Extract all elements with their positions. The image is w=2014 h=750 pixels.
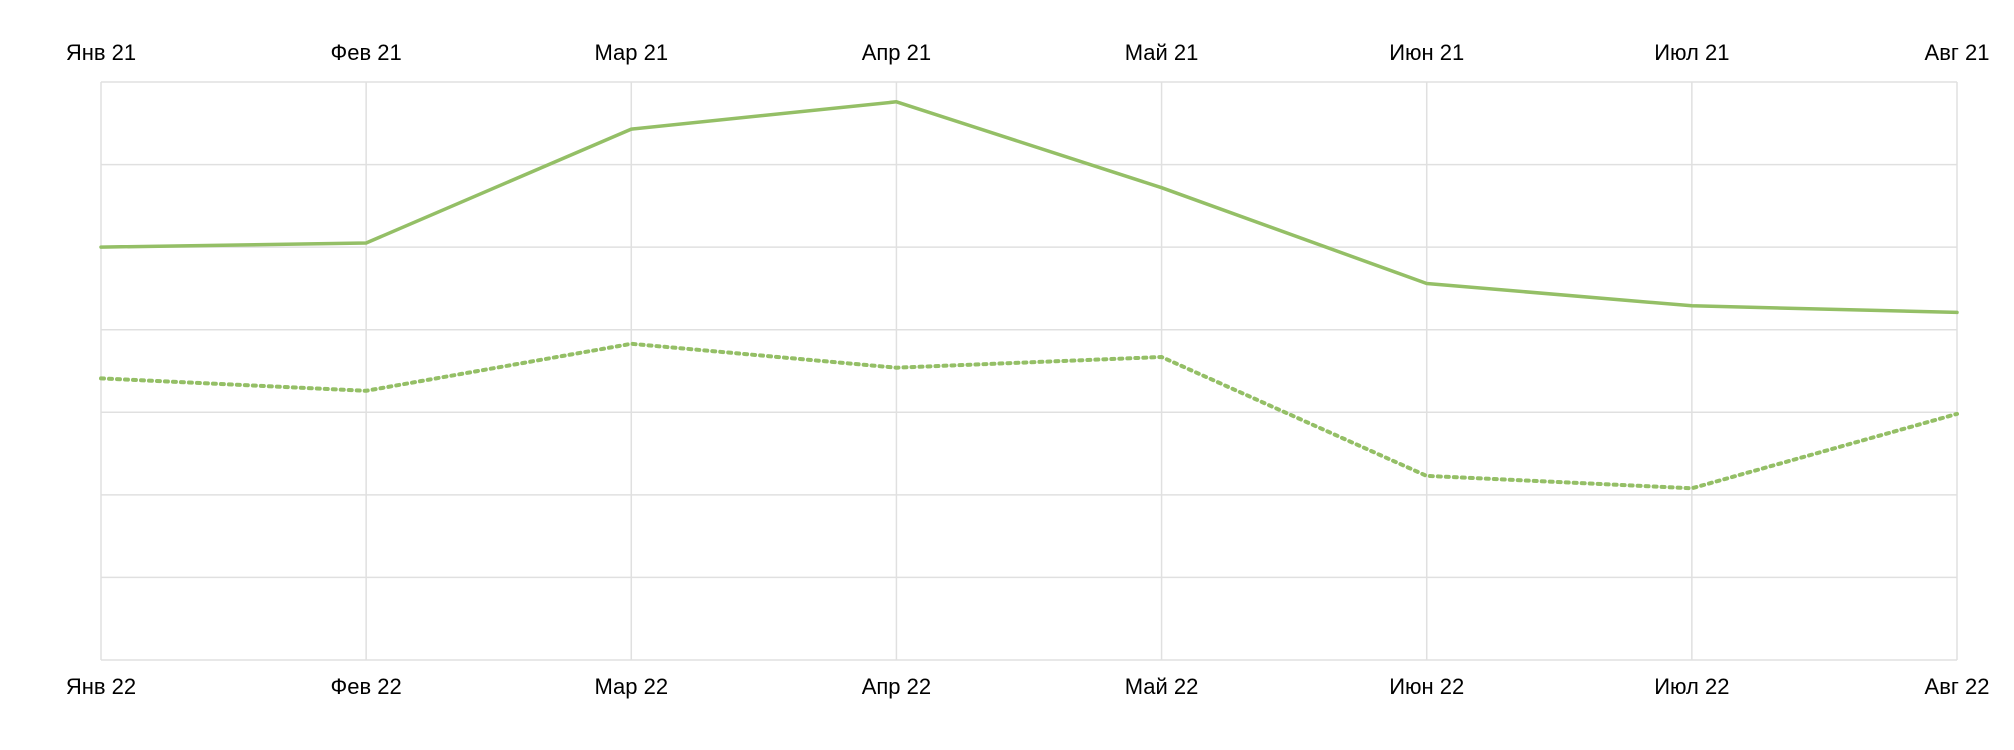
series-line-dotted-22 bbox=[99, 341, 1959, 491]
bottom-tick-label: Июн 22 bbox=[1389, 674, 1464, 699]
bottom-tick-label: Апр 22 bbox=[862, 674, 931, 699]
bottom-tick-label: Июл 22 bbox=[1654, 674, 1729, 699]
top-tick-label: Авг 21 bbox=[1925, 40, 1990, 65]
series-layer bbox=[99, 100, 1959, 491]
top-tick-label: Май 21 bbox=[1125, 40, 1199, 65]
bottom-tick-label: Фев 22 bbox=[331, 674, 402, 699]
top-tick-label: Апр 21 bbox=[862, 40, 931, 65]
bottom-tick-label: Авг 22 bbox=[1925, 674, 1990, 699]
top-tick-label: Июл 21 bbox=[1654, 40, 1729, 65]
top-tick-label: Мар 21 bbox=[594, 40, 668, 65]
bottom-tick-label: Янв 22 bbox=[66, 674, 136, 699]
bottom-tick-label: Мар 22 bbox=[594, 674, 668, 699]
bottom-tick-label: Май 22 bbox=[1125, 674, 1199, 699]
top-tick-label: Янв 21 bbox=[66, 40, 136, 65]
bottom-axis-labels: Янв 22 Фев 22 Мар 22 Апр 22 Май 22 Июн 22 Июл … bbox=[66, 674, 1990, 699]
top-tick-label: Фев 21 bbox=[331, 40, 402, 65]
series-line-solid-21 bbox=[99, 100, 1959, 315]
top-tick-label: Июн 21 bbox=[1389, 40, 1464, 65]
top-axis-labels: Янв 21 Фев 21 Мар 21 Апр 21 Май 21 Июн 21 Июл … bbox=[66, 40, 1990, 65]
grid bbox=[100, 81, 1958, 661]
